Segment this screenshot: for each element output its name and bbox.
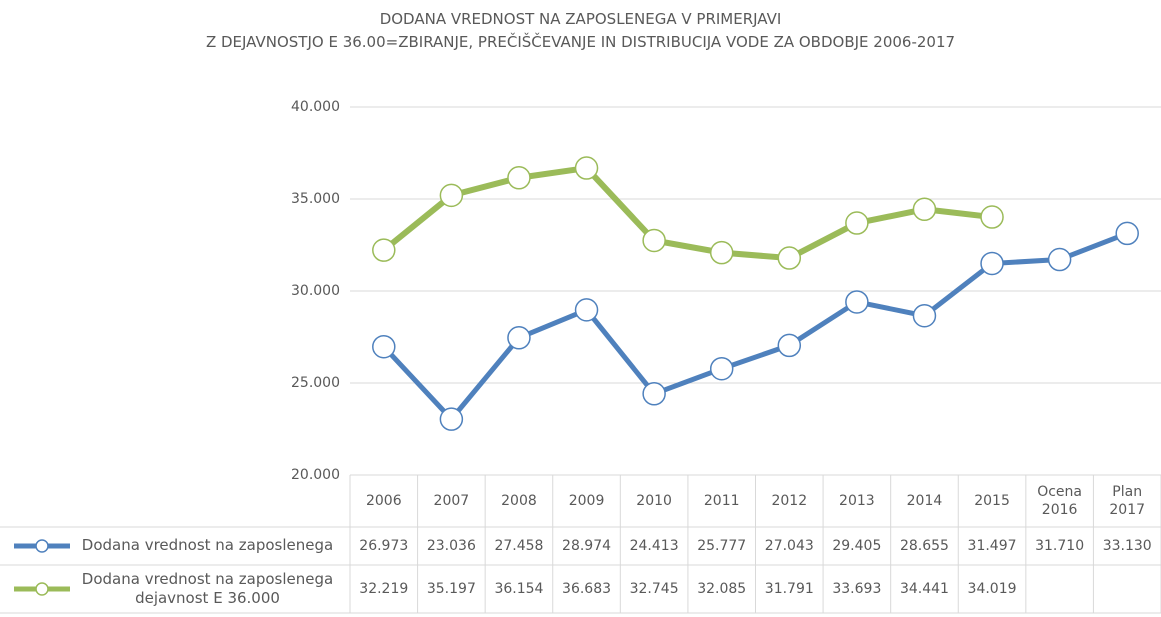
y-tick-label: 35.000 [291, 191, 340, 207]
marker [709, 240, 734, 265]
data-label: 23.036 [426, 537, 476, 554]
data-label: 25.777 [697, 537, 747, 554]
x-tick-label: 2014 [906, 492, 943, 509]
marker [709, 356, 734, 381]
x-tick-label: Plan 2017 [1109, 483, 1146, 518]
data-label: 32.085 [697, 580, 747, 597]
marker [507, 326, 531, 350]
data-label: 34.019 [967, 580, 1017, 597]
marker [439, 407, 464, 431]
marker [980, 251, 1004, 276]
data-label: 32.745 [629, 580, 679, 597]
series-line [381, 165, 993, 262]
marker [1047, 247, 1072, 272]
legend-label: Dodana vrednost na zaposlenega [81, 536, 334, 555]
marker [642, 228, 666, 253]
data-label: 33.693 [832, 580, 882, 597]
legend-label: Dodana vrednost na zaposlenega dejavnost… [81, 569, 334, 608]
legend-marker [35, 582, 49, 596]
data-label: 31.710 [1035, 537, 1085, 554]
marker [574, 156, 599, 180]
x-tick-label: 2010 [636, 492, 672, 509]
x-tick-label: 2007 [433, 492, 470, 509]
data-label: 34.441 [899, 580, 949, 597]
data-label: 27.043 [764, 537, 814, 554]
marker [777, 246, 802, 270]
x-tick-label: 2008 [501, 492, 537, 509]
x-tick-label: 2012 [771, 492, 808, 509]
y-tick-label: 20.000 [291, 467, 340, 483]
chart-title: DODANA VREDNOST NA ZAPOSLENEGA V PRIMERJ… [379, 10, 782, 28]
legend-marker [35, 539, 49, 553]
y-tick-label: 40.000 [291, 99, 340, 115]
marker [1115, 221, 1139, 246]
marker [845, 290, 869, 314]
marker [372, 238, 396, 262]
data-label: 24.413 [629, 537, 679, 554]
x-tick-label: 2013 [839, 492, 875, 509]
data-label: 31.791 [764, 580, 814, 597]
x-tick-label: Ocena 2016 [1037, 483, 1083, 518]
data-label: 36.154 [494, 580, 544, 597]
data-label: 26.973 [359, 537, 409, 554]
y-tick-label: 30.000 [291, 283, 340, 299]
marker [777, 333, 802, 358]
data-label: 32.219 [359, 580, 409, 597]
marker [439, 183, 464, 208]
marker [642, 382, 666, 406]
data-label: 28.655 [899, 537, 949, 554]
series-line [381, 231, 1129, 422]
chart-subtitle: Z DEJAVNOSTJO E 36.00=ZBIRANJE, PREČIŠČE… [205, 33, 956, 51]
x-tick-label: 2009 [568, 492, 605, 509]
x-tick-label: 2015 [974, 492, 1010, 509]
marker [912, 303, 937, 328]
data-label: 27.458 [494, 537, 544, 554]
data-label: 33.130 [1102, 537, 1152, 554]
marker [980, 205, 1004, 229]
marker [574, 298, 599, 322]
data-label: 36.683 [562, 580, 612, 597]
data-label: 31.497 [967, 537, 1017, 554]
data-label: 35.197 [426, 580, 476, 597]
x-tick-label: 2006 [365, 492, 402, 509]
marker [507, 166, 531, 190]
marker [372, 334, 396, 359]
y-tick-label: 25.000 [291, 375, 340, 391]
marker [845, 211, 869, 235]
data-label: 29.405 [832, 537, 882, 554]
x-tick-label: 2011 [703, 492, 740, 509]
marker [912, 197, 937, 222]
data-label: 28.974 [562, 537, 612, 554]
